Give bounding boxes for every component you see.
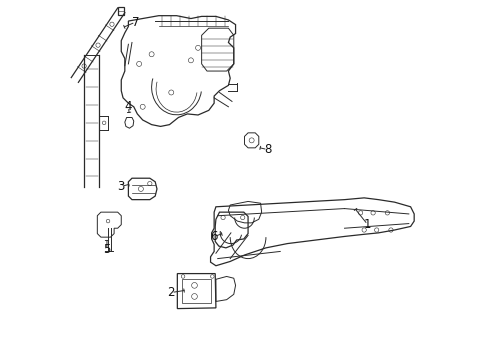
Text: 3: 3	[117, 180, 125, 193]
Text: 8: 8	[264, 143, 271, 156]
Text: 1: 1	[363, 218, 371, 231]
Text: 6: 6	[210, 230, 218, 243]
Text: 2: 2	[167, 286, 175, 299]
Text: 7: 7	[132, 15, 139, 28]
Text: 4: 4	[124, 100, 132, 113]
Text: 5: 5	[103, 243, 110, 256]
